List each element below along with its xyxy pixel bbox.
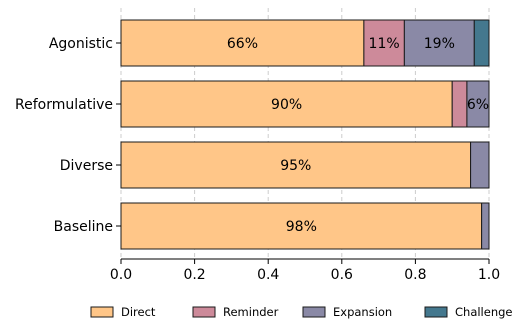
category-label-diverse: Diverse [60,158,113,174]
data-label-reformulative-expansion: 6% [467,97,489,113]
legend-label-reminder: Reminder [223,305,279,319]
y-axis: Agonistic Reformulative Diverse Baseline [15,36,121,235]
bar-reformulative-reminder [451,80,468,128]
bar-baseline-direct [120,202,483,250]
bar-agonistic-reminder [363,19,405,67]
data-label-agonistic-expansion: 19% [424,36,455,52]
data-label-agonistic-reminder: 11% [369,36,400,52]
x-tick-label-0-8: 0.8 [404,267,426,283]
category-label-baseline: Baseline [54,219,113,235]
legend-swatch-expansion [302,306,326,318]
data-label-baseline-direct: 98% [286,219,317,235]
bar-reformulative-expansion [466,80,490,128]
bar-agonistic-expansion [403,19,475,67]
legend-swatch-challenge [424,306,448,318]
legend-label-expansion: Expansion [333,305,392,319]
x-axis: 0.0 0.2 0.4 0.6 0.8 1.0 [110,258,500,283]
bar-baseline-expansion [481,202,490,250]
bar-agonistic-challenge [473,19,490,67]
bar-agonistic-direct [120,19,365,67]
legend-swatch-direct [90,306,114,318]
category-label-reformulative: Reformulative [15,97,113,113]
bar-diverse-expansion [470,141,490,189]
x-tick-label-0-6: 0.6 [331,267,353,283]
bar-reformulative-direct [120,80,453,128]
legend-label-direct: Direct [121,305,156,319]
x-tick-label-0-2: 0.2 [183,267,205,283]
x-tick-label-0-0: 0.0 [110,267,132,283]
bar-diverse-direct [120,141,472,189]
data-label-reformulative-direct: 90% [271,97,302,113]
legend-label-challenge: Challenge [455,305,513,319]
x-tick-label-0-4: 0.4 [257,267,279,283]
category-label-agonistic: Agonistic [49,36,113,52]
data-label-diverse-direct: 95% [280,158,311,174]
x-tick-label-1-0: 1.0 [478,267,500,283]
legend-swatch-reminder [192,306,216,318]
legend: Direct Reminder Expansion Challenge [90,305,513,319]
data-labels: 66% 11% 19% 90% 6% 95% 98% [227,36,489,235]
bars [120,19,490,250]
data-label-agonistic-direct: 66% [227,36,258,52]
